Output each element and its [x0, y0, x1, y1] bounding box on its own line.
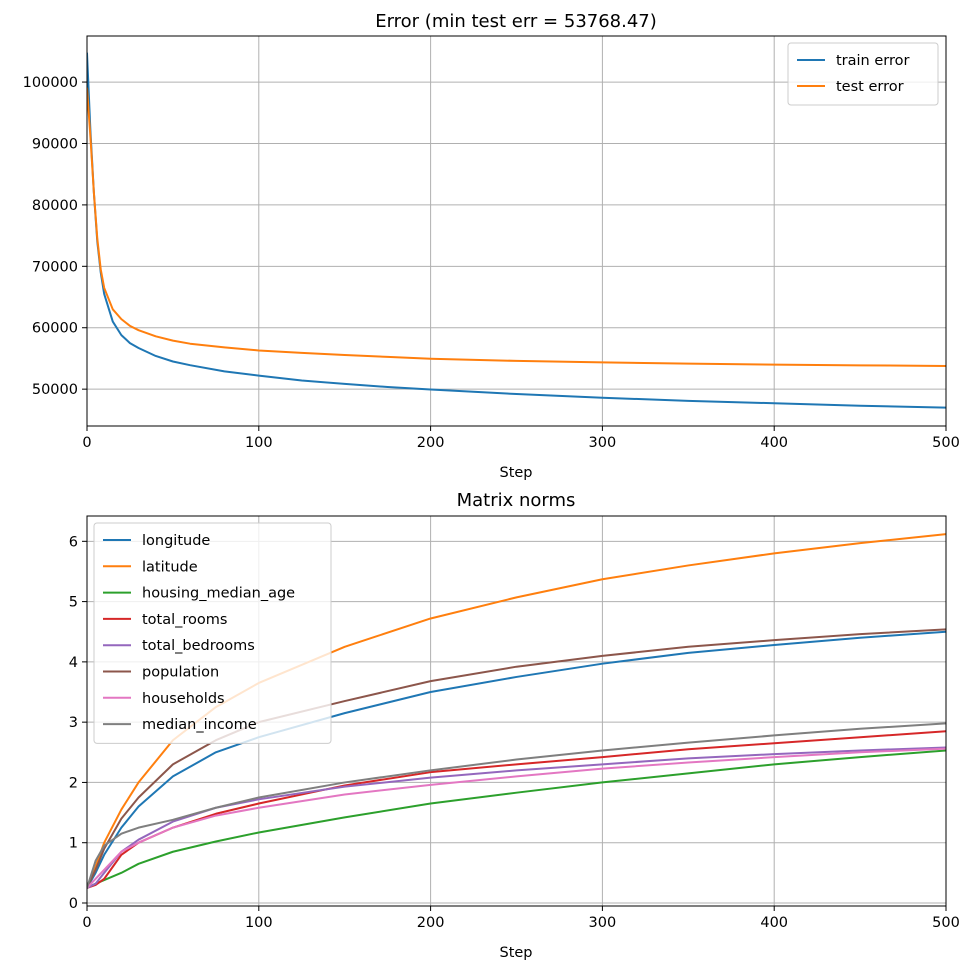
norms-x-tick-label: 200	[417, 915, 445, 931]
norms-chart-x-ticks: 0 100 200 300 400 500	[82, 906, 960, 931]
legend-label-longitude: longitude	[142, 533, 210, 549]
norms-chart-x-label: Step	[499, 945, 532, 961]
legend-label-median-income: median_income	[142, 717, 257, 733]
series-line-median-income	[87, 722, 946, 889]
norms-x-tick-label: 0	[82, 915, 91, 931]
legend-label-households: households	[142, 691, 225, 707]
legend-label-total-rooms: total_rooms	[142, 612, 227, 628]
norms-y-tick-label: 6	[69, 534, 78, 550]
norms-chart-y-ticks: 0 1 2 3 4 5 6	[69, 534, 87, 912]
error-chart-x-ticks: 0 100 200 300 400 500	[82, 426, 960, 451]
legend-label-train-error: train error	[836, 53, 910, 69]
norms-y-tick-label: 3	[69, 715, 78, 731]
legend-label-population: population	[142, 665, 219, 681]
norms-chart: Matrix norms 0 100 200 300 400 500 0 1 2 3 4 5 6 St…	[69, 490, 960, 961]
norms-chart-title: Matrix norms	[457, 490, 576, 511]
norms-y-tick-label: 0	[69, 896, 78, 912]
legend-label-housing-median-age: housing_median_age	[142, 586, 295, 602]
error-y-tick-label: 80000	[32, 198, 78, 214]
error-x-tick-label: 0	[82, 435, 91, 451]
error-x-tick-label: 400	[760, 435, 788, 451]
error-y-tick-label: 50000	[32, 382, 78, 398]
error-chart: Error (min test err = 53768.47) 0 100 200 3…	[23, 11, 960, 481]
error-chart-y-ticks: 50000 60000 70000 80000 90000 100000	[23, 75, 87, 398]
error-y-tick-label: 90000	[32, 136, 78, 152]
norms-x-tick-label: 100	[245, 915, 273, 931]
norms-y-tick-label: 1	[69, 836, 78, 852]
norms-chart-frame	[86, 515, 947, 907]
error-x-tick-label: 500	[932, 435, 960, 451]
norms-y-tick-label: 2	[69, 775, 78, 791]
error-x-tick-label: 300	[589, 435, 617, 451]
error-x-tick-label: 100	[245, 435, 273, 451]
legend-label-test-error: test error	[836, 79, 904, 95]
legend-label-total-bedrooms: total_bedrooms	[142, 638, 255, 654]
norms-legend-box	[93, 522, 332, 744]
series-line-total-bedrooms	[87, 746, 946, 889]
error-y-tick-label: 100000	[23, 75, 78, 91]
legend-label-latitude: latitude	[142, 559, 198, 575]
series-line-households	[87, 747, 946, 889]
norms-chart-legend: longitude latitude housing_median_agetotal…	[93, 522, 332, 744]
error-y-tick-label: 60000	[32, 321, 78, 337]
norms-x-tick-label: 400	[760, 915, 788, 931]
error-chart-frame	[86, 35, 947, 427]
error-y-tick-label: 70000	[32, 259, 78, 275]
error-chart-legend: train error test error	[787, 42, 939, 106]
series-line-test-error	[87, 87, 946, 367]
error-chart-lines	[87, 52, 946, 409]
series-line-housing-median-age	[87, 749, 946, 889]
error-chart-title: Error (min test err = 53768.47)	[375, 11, 657, 32]
series-line-total-rooms	[87, 730, 946, 889]
error-chart-x-label: Step	[499, 465, 532, 481]
norms-x-tick-label: 500	[932, 915, 960, 931]
norms-y-tick-label: 4	[69, 655, 78, 671]
error-x-tick-label: 200	[417, 435, 445, 451]
norms-x-tick-label: 300	[589, 915, 617, 931]
norms-y-tick-label: 5	[69, 595, 78, 611]
error-legend-box	[787, 42, 939, 106]
